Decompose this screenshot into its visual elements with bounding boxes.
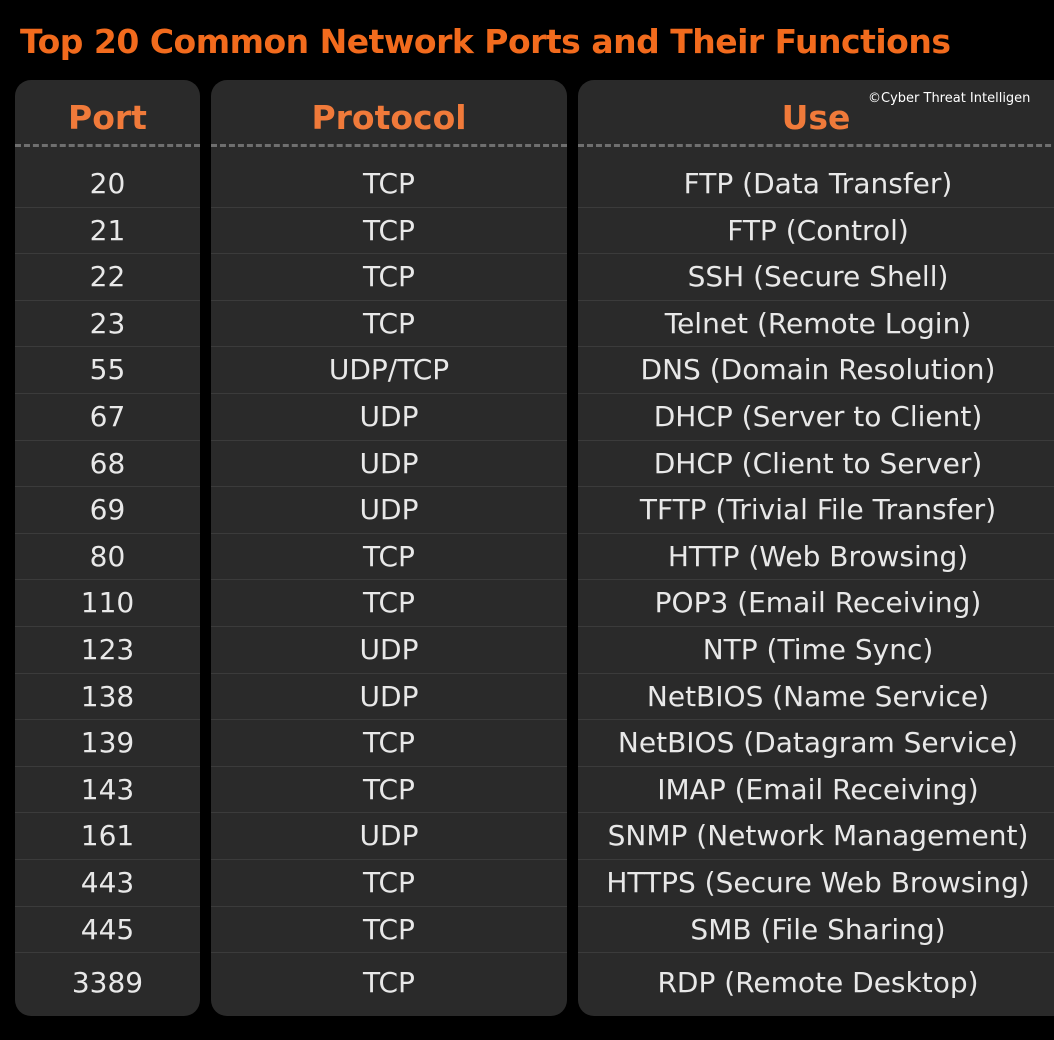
protocol-cell: TCP: [211, 767, 567, 814]
port-cell: 123: [15, 627, 200, 674]
port-cell: 3389: [71, 966, 144, 1000]
use-cell: NTP (Time Sync): [578, 627, 1054, 674]
use-cell: SSH (Secure Shell): [578, 254, 1054, 301]
port-header: Port: [68, 98, 147, 137]
protocol-cell: TCP: [211, 208, 567, 255]
port-cell: 143: [15, 767, 200, 814]
protocol-cell: TCP: [363, 966, 415, 1000]
port-cell: 443: [15, 860, 200, 907]
use-cell: IMAP (Email Receiving): [578, 767, 1054, 814]
port-cell: 67: [15, 394, 200, 441]
port-cell: 21: [15, 208, 200, 255]
protocol-cell: UDP: [211, 674, 567, 721]
protocol-column: Protocol TCP TCP TCP TCP UDP/TCP UDP UDP UDP TCP…: [211, 80, 567, 1016]
protocol-cell: TCP: [211, 254, 567, 301]
port-cell: 161: [15, 813, 200, 860]
use-cell: SMB (File Sharing): [578, 907, 1054, 954]
copyright-watermark: ©Cyber Threat Intelligen: [868, 91, 1031, 106]
port-cell: 110: [15, 580, 200, 627]
use-cell: SNMP (Network Management): [578, 813, 1054, 860]
protocol-cell: UDP: [211, 813, 567, 860]
use-cell: DHCP (Client to Server): [578, 441, 1054, 488]
use-cell: HTTPS (Secure Web Browsing): [578, 860, 1054, 907]
use-rows: FTP (Data Transfer) FTP (Control) SSH (Sec…: [578, 161, 1054, 1013]
port-rows: 20 21 22 23 55 67 68 69 80 110 123 138 139 143 161 443 4…: [15, 161, 200, 1013]
port-cell: 138: [15, 674, 200, 721]
use-cell: FTP (Control): [578, 208, 1054, 255]
use-cell: DHCP (Server to Client): [578, 394, 1054, 441]
port-cell: 55: [15, 347, 200, 394]
protocol-header: Protocol: [311, 98, 467, 137]
protocol-cell: TCP: [211, 580, 567, 627]
header-divider: [578, 144, 1054, 147]
port-cell: 445: [15, 907, 200, 954]
header-divider: [211, 144, 567, 147]
header-divider: [15, 144, 200, 147]
use-cell: NetBIOS (Name Service): [578, 674, 1054, 721]
use-cell: RDP (Remote Desktop): [657, 966, 979, 1000]
port-cell: 139: [15, 720, 200, 767]
page-title: Top 20 Common Network Ports and Their Fu…: [20, 22, 951, 61]
protocol-cell: TCP: [211, 301, 567, 348]
protocol-cell: TCP: [211, 720, 567, 767]
port-column: Port 20 21 22 23 55 67 68 69 80 110 123 138 139 143 16…: [15, 80, 200, 1016]
use-cell: HTTP (Web Browsing): [578, 534, 1054, 581]
protocol-cell: TCP: [211, 860, 567, 907]
port-cell: 80: [15, 534, 200, 581]
protocol-cell: UDP: [211, 627, 567, 674]
use-cell: Telnet (Remote Login): [578, 301, 1054, 348]
use-cell: DNS (Domain Resolution): [578, 347, 1054, 394]
protocol-cell: TCP: [211, 161, 567, 208]
use-cell: POP3 (Email Receiving): [578, 580, 1054, 627]
protocol-cell: UDP: [211, 394, 567, 441]
protocol-cell: UDP/TCP: [211, 347, 567, 394]
port-cell: 22: [15, 254, 200, 301]
use-header: Use: [781, 98, 851, 137]
port-cell: 68: [15, 441, 200, 488]
protocol-cell: TCP: [211, 907, 567, 954]
port-cell: 69: [15, 487, 200, 534]
port-cell: 20: [15, 161, 200, 208]
use-cell: TFTP (Trivial File Transfer): [578, 487, 1054, 534]
port-cell: 23: [15, 301, 200, 348]
protocol-cell: UDP: [211, 441, 567, 488]
use-cell: NetBIOS (Datagram Service): [578, 720, 1054, 767]
protocol-cell: UDP: [211, 487, 567, 534]
protocol-rows: TCP TCP TCP TCP UDP/TCP UDP UDP UDP TCP TCP UDP UDP…: [211, 161, 567, 1013]
protocol-cell: TCP: [211, 534, 567, 581]
use-column: Use ©Cyber Threat Intelligen FTP (Data T…: [578, 80, 1054, 1016]
use-cell: FTP (Data Transfer): [578, 161, 1054, 208]
